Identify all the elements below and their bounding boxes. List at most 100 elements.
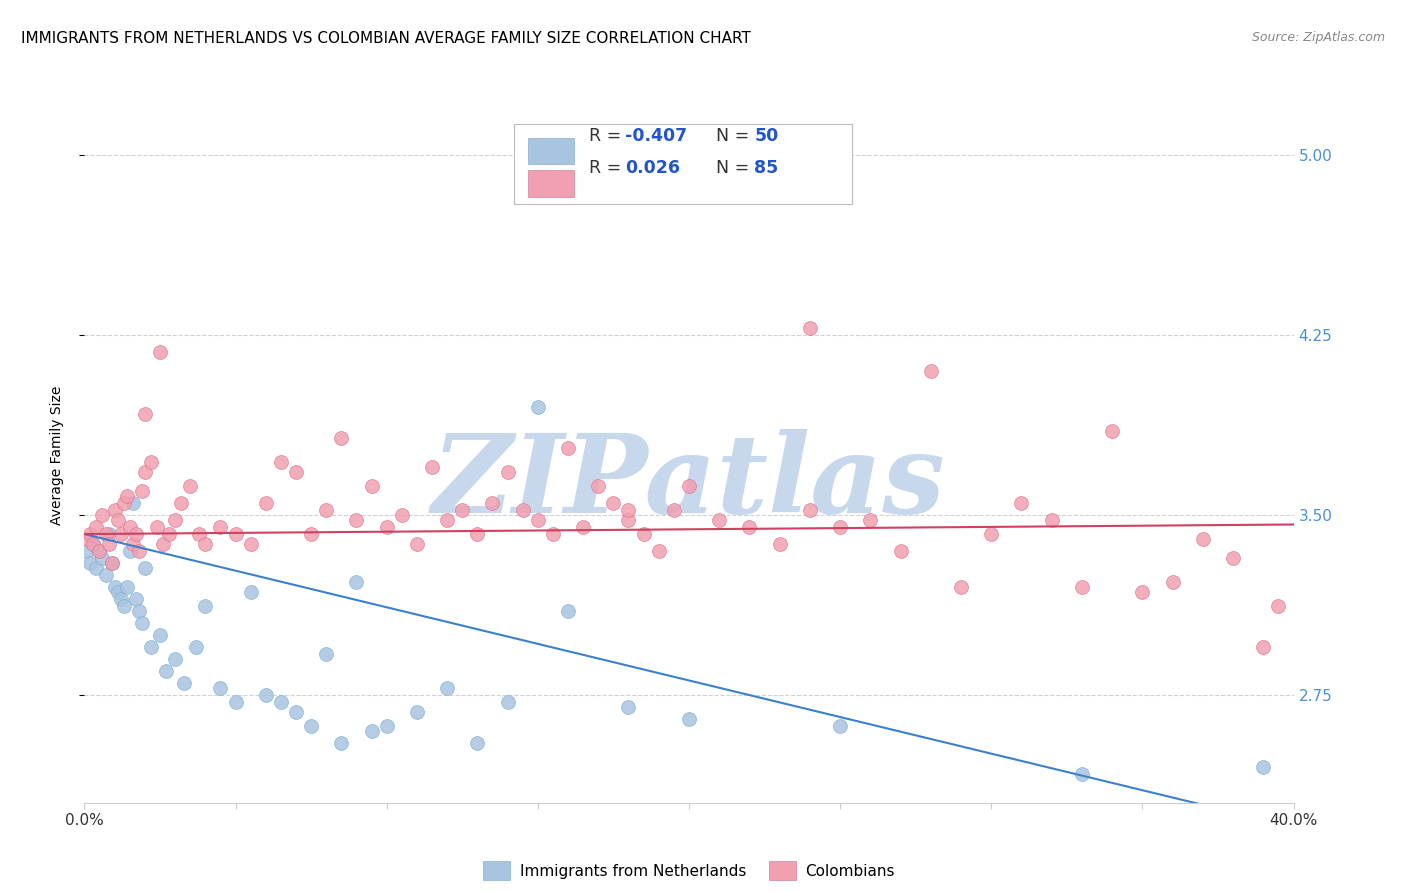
Point: [572, 520, 595, 534]
Text: -0.407: -0.407: [624, 127, 688, 145]
Text: ZIPatlas: ZIPatlas: [432, 429, 946, 536]
Point: [890, 544, 912, 558]
Point: [194, 599, 217, 613]
Point: [1071, 767, 1094, 781]
Point: [285, 465, 308, 479]
Point: [134, 407, 156, 421]
Point: [209, 681, 232, 695]
Point: [1253, 640, 1275, 654]
Point: [1071, 580, 1094, 594]
Point: [173, 676, 195, 690]
Point: [94, 527, 117, 541]
Point: [139, 640, 162, 654]
Point: [648, 544, 671, 558]
Point: [617, 503, 640, 517]
Point: [512, 503, 534, 517]
Point: [112, 599, 135, 613]
Point: [76, 544, 98, 558]
Point: [541, 527, 564, 541]
Point: [97, 527, 120, 541]
Point: [830, 520, 852, 534]
Point: [980, 527, 1002, 541]
Text: Source: ZipAtlas.com: Source: ZipAtlas.com: [1251, 31, 1385, 45]
Point: [179, 479, 201, 493]
Point: [97, 537, 120, 551]
Point: [115, 489, 138, 503]
Point: [436, 681, 458, 695]
Point: [799, 503, 821, 517]
Point: [391, 508, 413, 522]
Point: [1192, 532, 1215, 546]
Point: [436, 513, 458, 527]
Point: [330, 431, 353, 445]
Point: [406, 705, 429, 719]
Text: 0.026: 0.026: [624, 160, 681, 178]
Point: [149, 628, 172, 642]
Point: [617, 699, 640, 714]
Point: [131, 483, 153, 498]
Point: [170, 496, 193, 510]
Point: [375, 520, 398, 534]
Point: [299, 527, 322, 541]
Point: [360, 479, 382, 493]
Point: [100, 556, 122, 570]
Text: 85: 85: [754, 160, 779, 178]
Point: [239, 537, 262, 551]
Point: [107, 584, 129, 599]
Point: [678, 479, 700, 493]
Point: [131, 615, 153, 630]
Point: [94, 567, 117, 582]
Point: [330, 736, 353, 750]
Point: [1011, 496, 1033, 510]
Point: [299, 719, 322, 733]
Point: [346, 575, 368, 590]
Point: [104, 503, 127, 517]
Point: [315, 647, 337, 661]
Point: [451, 503, 474, 517]
Point: [799, 320, 821, 334]
Point: [270, 695, 292, 709]
Point: [157, 527, 180, 541]
Point: [830, 719, 852, 733]
Point: [188, 527, 211, 541]
Point: [588, 479, 610, 493]
Point: [91, 508, 114, 522]
Point: [89, 544, 111, 558]
Point: [920, 364, 942, 378]
Point: [557, 604, 579, 618]
Point: [139, 455, 162, 469]
Point: [194, 537, 217, 551]
Point: [128, 544, 150, 558]
Point: [678, 712, 700, 726]
Point: [527, 513, 550, 527]
Point: [82, 537, 104, 551]
Legend: Immigrants from Netherlands, Colombians: Immigrants from Netherlands, Colombians: [474, 852, 904, 889]
Point: [128, 604, 150, 618]
Point: [86, 560, 108, 574]
Point: [225, 695, 247, 709]
FancyBboxPatch shape: [513, 124, 852, 204]
Point: [100, 556, 122, 570]
Point: [346, 513, 368, 527]
Point: [617, 513, 640, 527]
Point: [155, 664, 177, 678]
Point: [662, 503, 685, 517]
Point: [134, 465, 156, 479]
Point: [125, 591, 148, 606]
Text: R =: R =: [589, 127, 626, 145]
Point: [769, 537, 792, 551]
Point: [467, 527, 489, 541]
Point: [1267, 599, 1289, 613]
Point: [254, 688, 277, 702]
Point: [152, 537, 174, 551]
Point: [121, 496, 143, 510]
Point: [285, 705, 308, 719]
Point: [527, 400, 550, 414]
Point: [110, 527, 132, 541]
Point: [950, 580, 973, 594]
Point: [738, 520, 761, 534]
Point: [86, 520, 108, 534]
Point: [1040, 513, 1063, 527]
Text: N =: N =: [716, 160, 754, 178]
FancyBboxPatch shape: [529, 137, 574, 164]
